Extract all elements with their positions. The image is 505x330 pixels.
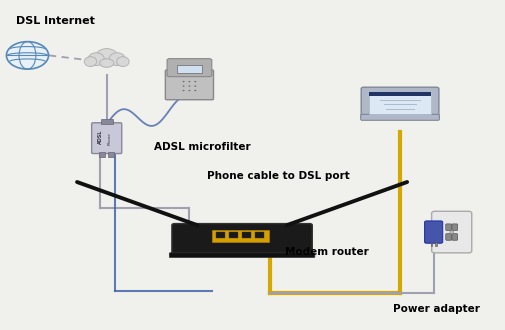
FancyBboxPatch shape [369,92,431,115]
FancyBboxPatch shape [369,92,431,96]
Circle shape [188,85,190,87]
FancyBboxPatch shape [169,253,315,257]
Circle shape [188,81,190,82]
Ellipse shape [117,57,129,67]
Circle shape [183,90,184,91]
FancyBboxPatch shape [255,232,264,238]
FancyBboxPatch shape [435,242,437,246]
FancyBboxPatch shape [452,224,458,230]
FancyBboxPatch shape [167,59,212,77]
Circle shape [188,90,190,91]
Text: Power adapter: Power adapter [392,304,479,314]
Circle shape [194,81,196,82]
Text: DSL Internet: DSL Internet [17,16,95,26]
FancyBboxPatch shape [425,221,443,243]
FancyBboxPatch shape [452,234,458,240]
Circle shape [450,231,453,233]
Circle shape [183,85,184,87]
FancyBboxPatch shape [100,118,113,124]
Circle shape [7,42,48,69]
Text: Phone: Phone [108,132,112,145]
Text: ADSL microfilter: ADSL microfilter [155,142,251,152]
FancyBboxPatch shape [172,223,312,256]
FancyBboxPatch shape [212,230,269,242]
Ellipse shape [88,53,105,66]
FancyBboxPatch shape [432,211,472,253]
FancyBboxPatch shape [242,232,251,238]
FancyBboxPatch shape [108,152,114,157]
Ellipse shape [84,57,96,67]
FancyBboxPatch shape [446,224,451,230]
Text: ADSL: ADSL [98,130,103,144]
Circle shape [194,90,196,91]
Ellipse shape [95,49,118,66]
Text: Phone cable to DSL port: Phone cable to DSL port [207,172,350,182]
Circle shape [183,81,184,82]
FancyBboxPatch shape [431,242,432,246]
FancyBboxPatch shape [361,115,439,120]
FancyBboxPatch shape [229,232,238,238]
FancyBboxPatch shape [361,87,439,118]
FancyBboxPatch shape [177,65,202,73]
Circle shape [194,85,196,87]
FancyBboxPatch shape [446,234,451,240]
FancyBboxPatch shape [216,232,225,238]
Ellipse shape [109,53,125,66]
Ellipse shape [99,59,114,67]
FancyBboxPatch shape [165,70,214,100]
FancyBboxPatch shape [99,152,106,157]
Text: Modem router: Modem router [285,247,369,257]
FancyBboxPatch shape [91,123,122,153]
